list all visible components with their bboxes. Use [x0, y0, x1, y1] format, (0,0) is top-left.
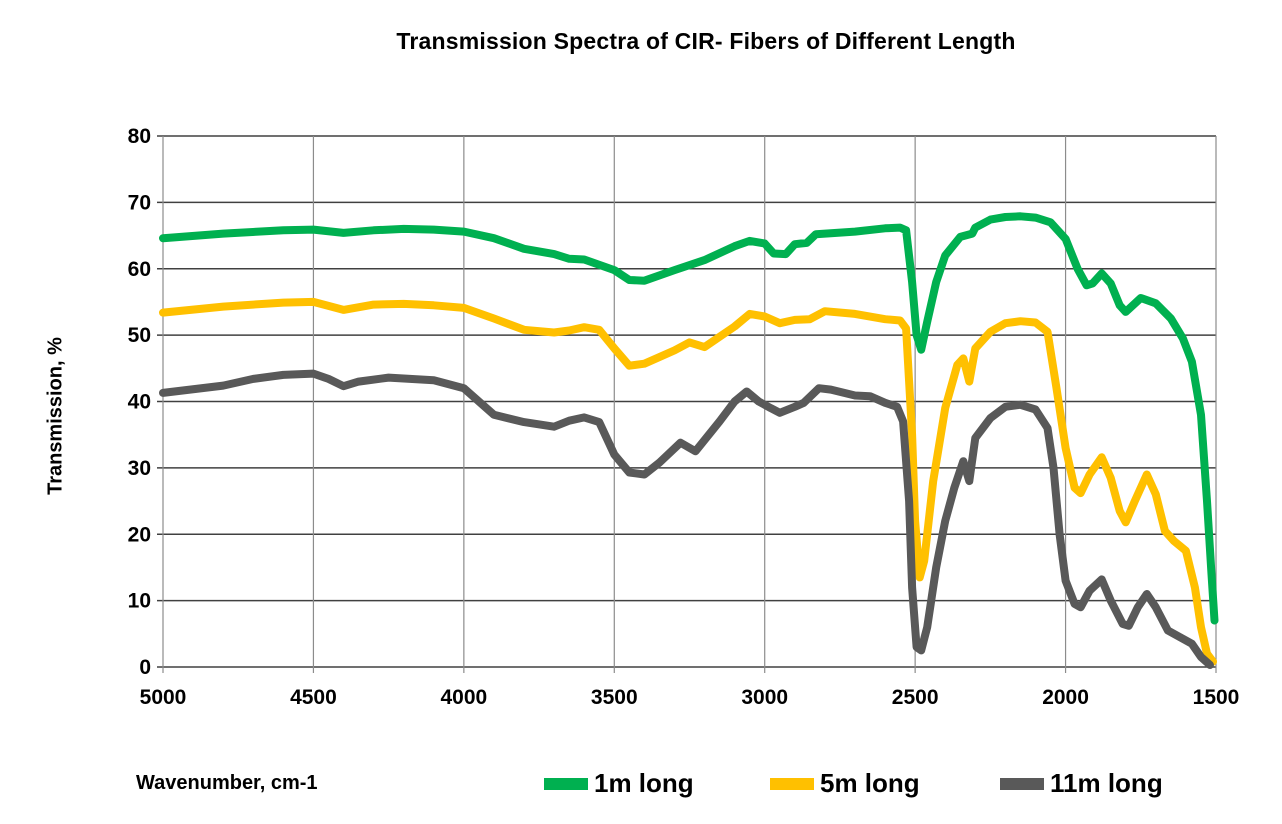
x-tick-label: 5000	[140, 686, 187, 709]
y-tick-label: 10	[128, 590, 151, 613]
x-tick-label: 4000	[440, 686, 487, 709]
y-tick-label: 40	[128, 391, 151, 414]
legend-swatch-1m	[544, 777, 588, 790]
y-tick-label: 60	[128, 258, 151, 281]
x-tick-label: 3000	[741, 686, 788, 709]
legend-label-5m: 5m long	[820, 768, 920, 798]
legend-item-5m: 5m long	[770, 768, 920, 799]
legend-label-1m: 1m long	[594, 768, 694, 798]
legend-swatch-5m	[770, 777, 814, 790]
y-tick-label: 80	[128, 125, 151, 148]
x-tick-label: 3500	[591, 686, 638, 709]
legend-item-11m: 11m long	[1000, 768, 1163, 799]
x-tick-label: 2500	[892, 686, 939, 709]
legend-item-1m: 1m long	[544, 768, 694, 799]
x-tick-label: 1500	[1193, 686, 1240, 709]
x-axis-label: Wavenumber, cm-1	[136, 772, 318, 794]
x-axis-ticks: 5000 4500 4000 3500 3000 2500 2000 1500	[140, 686, 1240, 709]
x-tick-label: 4500	[290, 686, 337, 709]
series-lines	[159, 212, 1219, 669]
legend-label-11m: 11m long	[1050, 768, 1163, 798]
y-axis-ticks: 0 10 20 30 40 50 60 70 80	[128, 125, 151, 679]
y-tick-label: 20	[128, 523, 151, 546]
y-tick-label: 30	[128, 457, 151, 480]
series-line-1m-long	[159, 212, 1219, 625]
series-line-11m-long	[159, 369, 1214, 669]
legend-swatch-11m	[1000, 777, 1044, 790]
y-tick-label: 0	[139, 656, 151, 679]
series-line-5m-long	[159, 297, 1217, 666]
y-tick-label: 50	[128, 324, 151, 347]
y-tick-label: 70	[128, 191, 151, 214]
x-tick-label: 2000	[1042, 686, 1089, 709]
chart-title: Transmission Spectra of CIR- Fibers of D…	[396, 28, 1016, 54]
